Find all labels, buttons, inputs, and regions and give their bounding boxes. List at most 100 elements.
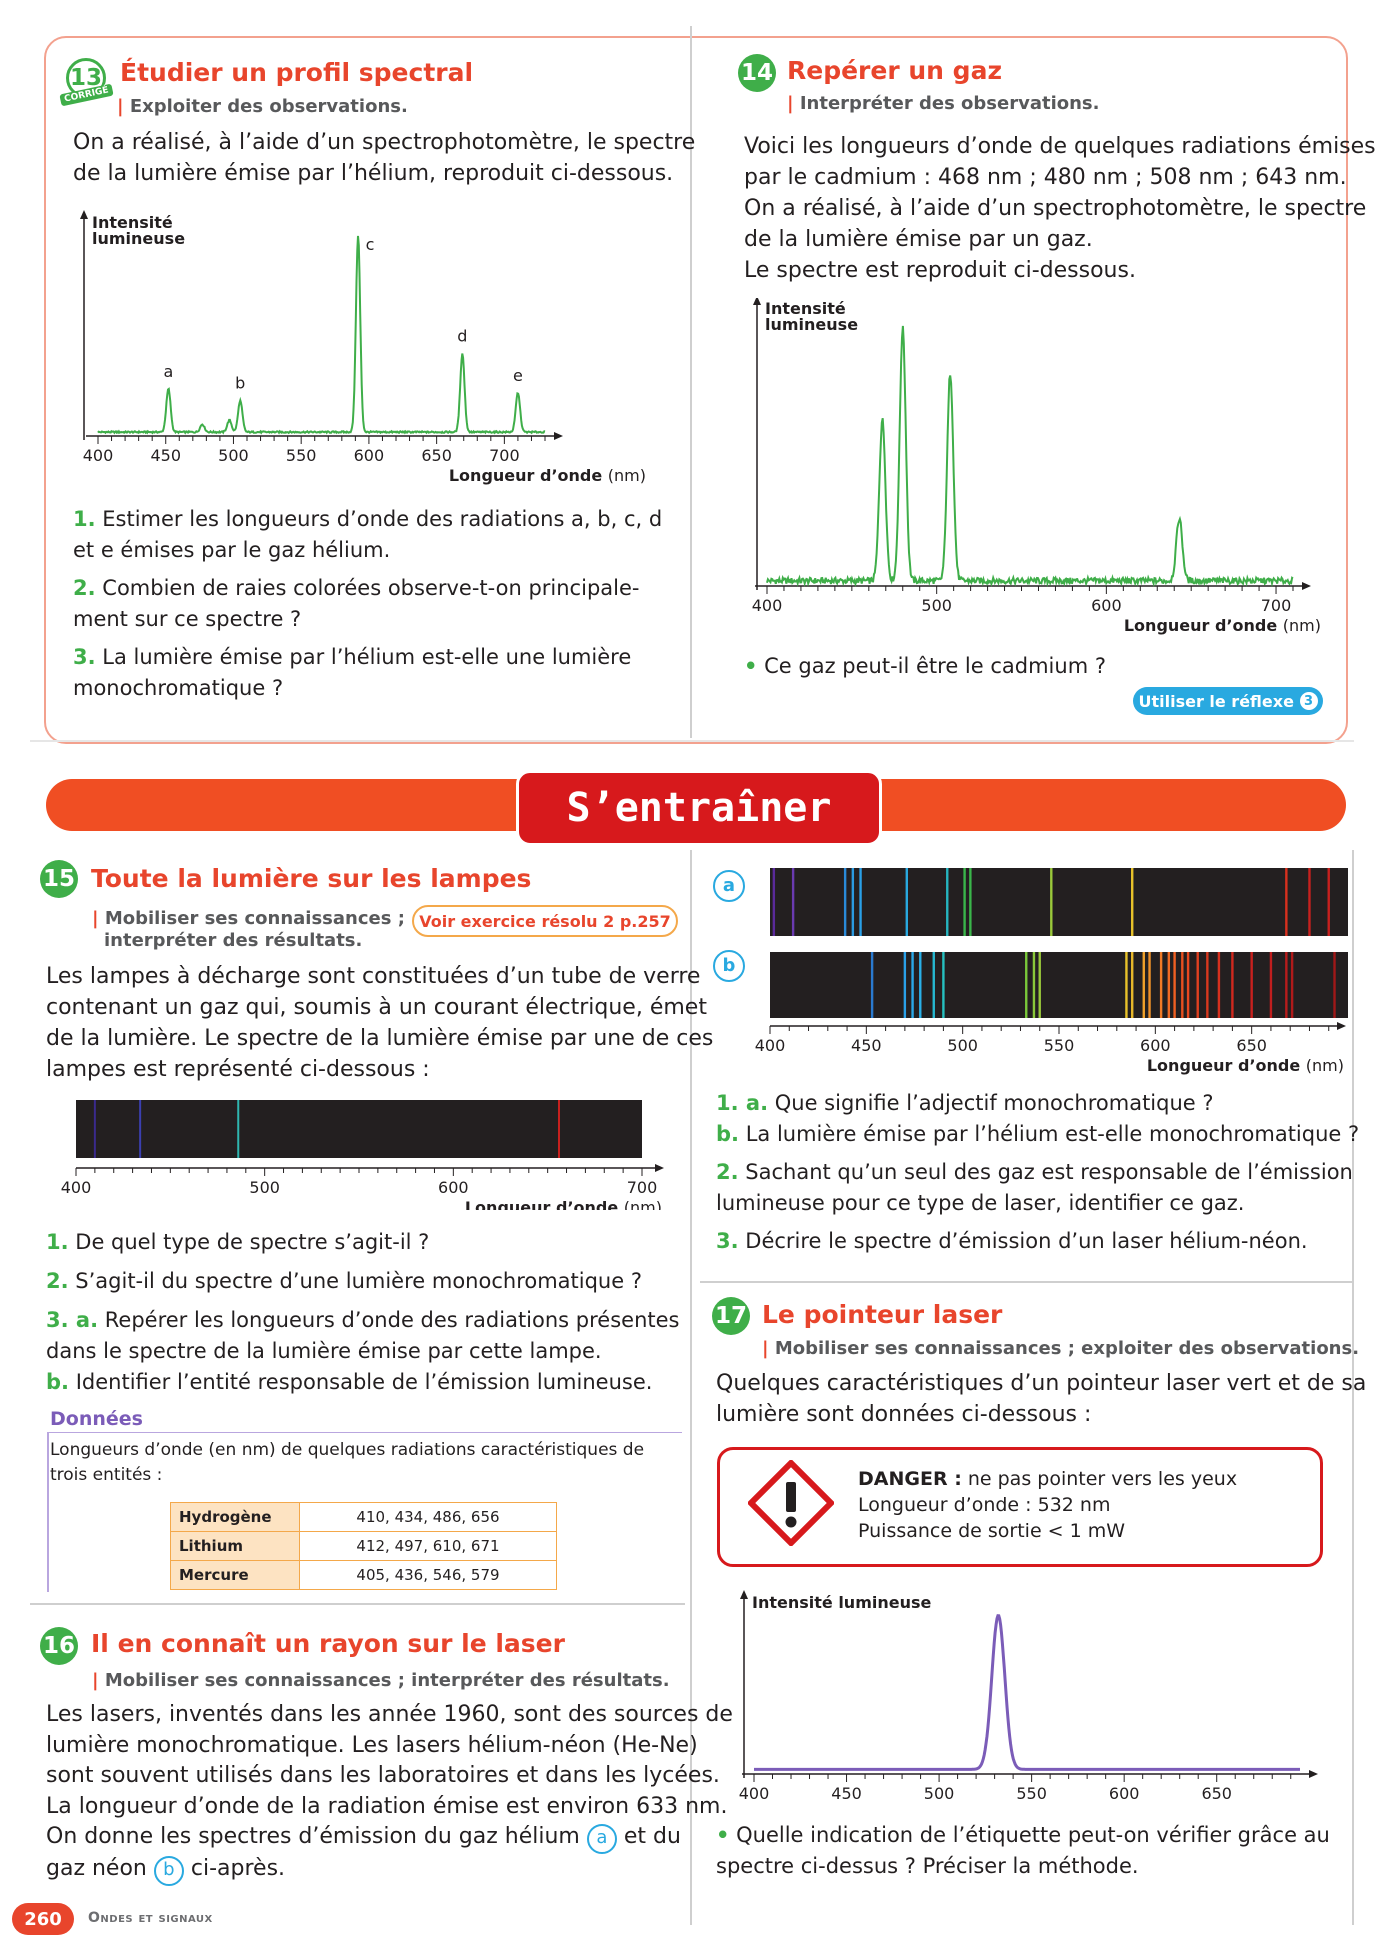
exercise-number-badge: 17: [712, 1297, 750, 1335]
solved-exercise-link[interactable]: Voir exercice résolu 2 p.257: [412, 905, 678, 937]
x-axis-label: Longueur d’onde (nm): [465, 1198, 662, 1210]
table-row: Mercure 405, 436, 546, 579: [170, 1560, 557, 1590]
exercise-skill: | Mobiliser ses connaissances ; interpré…: [92, 1670, 670, 1691]
x-tick-label: 500: [218, 446, 249, 465]
x-axis-arrow: [554, 432, 563, 440]
y-axis-label: lumineuse: [92, 229, 185, 248]
reflex-link[interactable]: Utiliser le réflexe 3: [1133, 687, 1323, 715]
data-box-rule-top: [47, 1432, 682, 1433]
exercise-intro: Voici les longueurs d’onde de quelques r…: [744, 134, 1376, 283]
exercise-title: Il en connaît un rayon sur le laser: [91, 1629, 565, 1658]
question-bullet: • Quelle indication de l’étiquette peut-…: [716, 1823, 1330, 1878]
x-tick-label: 600: [354, 446, 385, 465]
top-exercises-frame: [44, 36, 1348, 744]
x-tick-label: 550: [1044, 1036, 1075, 1055]
exercise-intro: Les lampes à décharge sont constituées d…: [46, 964, 714, 1082]
exercise-skill: | Mobiliser ses connaissances ; exploite…: [762, 1338, 1360, 1359]
x-tick-label: 500: [921, 596, 952, 615]
spectrum-curve: [97, 235, 546, 435]
x-tick-label: 550: [286, 446, 317, 465]
exercise-title: Toute la lumière sur les lampes: [91, 864, 532, 893]
page-number: 260: [12, 1903, 74, 1935]
data-box-text: Longueurs d’onde (en nm) de quelques rad…: [50, 1440, 645, 1485]
spectrum-background: [76, 1100, 642, 1158]
peak-label-c: c: [366, 235, 375, 254]
y-axis-label: Intensité: [765, 299, 846, 318]
question-2: 2. Sachant qu’un seul des gaz est respon…: [716, 1160, 1353, 1215]
peak-label-b: b: [235, 374, 245, 393]
exercise-intro: On a réalisé, à l’aide d’un spectrophoto…: [73, 130, 696, 186]
x-tick-label: 600: [1109, 1784, 1140, 1803]
column-divider-top: [690, 26, 692, 738]
x-axis-label: Longueur d’onde (nm): [1123, 1804, 1320, 1805]
question-1: 1. De quel type de spectre s’agit-il ?: [46, 1230, 430, 1254]
question-2: 2. Combien de raies colorées observe-t-o…: [73, 576, 640, 631]
question-bullet: • Ce gaz peut-il être le cadmium ?: [744, 654, 1106, 678]
spectrum-curve: [766, 325, 1294, 588]
x-tick-label: 700: [1261, 596, 1292, 615]
ex16-ex17-divider: [700, 1281, 1354, 1283]
x-tick-label: 600: [1091, 596, 1122, 615]
exercise-skill: | Exploiter des observations.: [117, 96, 408, 117]
x-tick-label: 700: [627, 1178, 658, 1197]
x-tick-label: 400: [755, 1036, 786, 1055]
spectrum-background: [770, 952, 1348, 1018]
x-tick-label: 400: [739, 1784, 770, 1803]
y-axis-arrow: [753, 298, 761, 305]
data-box-rule: [47, 1432, 49, 1592]
exercise-number-badge: 14: [738, 54, 776, 92]
spectrum-label-a: a: [713, 870, 745, 902]
question-2: 2. S’agit-il du spectre d’une lumière mo…: [46, 1269, 642, 1293]
label-b-inline: b: [153, 1856, 184, 1886]
x-tick-label: 400: [61, 1178, 92, 1197]
x-tick-label: 500: [249, 1178, 280, 1197]
wavelength-data-table: Hydrogène 410, 434, 486, 656 Lithium 412, …: [170, 1502, 557, 1590]
y-axis-label: lumineuse: [765, 315, 858, 334]
column-divider-bottom: [690, 850, 692, 1925]
spectrum-background: [770, 868, 1348, 936]
exercise-intro: Quelques caractéristiques d’un pointeur …: [716, 1371, 1367, 1427]
bottom-right-edge: [1352, 850, 1354, 1925]
question-3: 3. Décrire le spectre d’émission d’un la…: [716, 1229, 1308, 1253]
x-tick-label: 700: [489, 446, 520, 465]
x-axis-label: Longueur d’onde (nm): [1124, 616, 1321, 635]
laser-spectral-profile-chart: 400 450 500 550 600 650 Intensité lumineuse Lon…: [739, 1590, 1320, 1805]
x-tick-label: 650: [1201, 1784, 1232, 1803]
exercise-intro: Les lasers, inventés dans les année 1960…: [46, 1700, 733, 1886]
y-axis-label: Intensité lumineuse: [752, 1593, 932, 1612]
section-banner-title: S’entraîner: [516, 770, 882, 846]
peak-label-e: e: [513, 366, 523, 385]
x-tick-label: 500: [924, 1784, 955, 1803]
exercise-skill: | Interpréter des observations.: [787, 93, 1100, 114]
label-a-inline: a: [586, 1824, 617, 1854]
spectrum-curve: [754, 1614, 1300, 1771]
peak-label-a: a: [164, 362, 174, 381]
x-axis-label: Longueur d’onde (nm): [449, 466, 646, 485]
x-tick-label: 650: [1236, 1036, 1267, 1055]
table-row: Lithium 412, 497, 610, 671: [170, 1531, 557, 1561]
ex15-ex16-divider: [30, 1603, 685, 1605]
hazard-pictogram-icon: [748, 1460, 834, 1546]
spectrum-label-b: b: [713, 950, 745, 982]
top-frame-gap-line: [30, 740, 1354, 742]
x-axis-arrow: [1309, 1770, 1318, 1778]
x-tick-label: 400: [83, 446, 114, 465]
data-box-title: Données: [50, 1408, 143, 1430]
x-axis-arrow: [1337, 1022, 1346, 1030]
exercise-skill: | Mobiliser ses connaissances ; interpré…: [92, 908, 405, 951]
x-tick-label: 650: [421, 446, 452, 465]
exercise-title: Repérer un gaz: [787, 56, 1002, 85]
x-tick-label: 450: [831, 1784, 862, 1803]
x-axis-arrow: [1302, 582, 1311, 590]
y-axis-arrow: [80, 210, 88, 219]
y-axis-label: Intensité: [92, 213, 173, 232]
laser-label-box: [717, 1447, 1323, 1567]
x-tick-label: 550: [1016, 1784, 1047, 1803]
table-row: Hydrogène 410, 434, 486, 656: [170, 1502, 557, 1532]
x-tick-label: 500: [947, 1036, 978, 1055]
exercise-title: Étudier un profil spectral: [120, 58, 474, 87]
